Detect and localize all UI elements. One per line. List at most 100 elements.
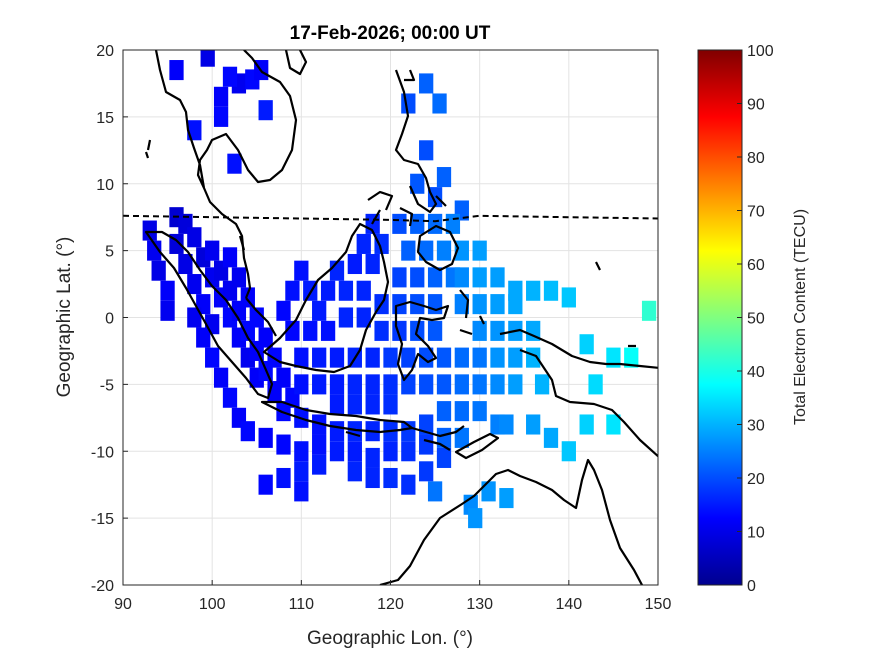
tec-cell: [383, 441, 398, 462]
tec-cell: [187, 307, 202, 328]
colorbar-tick-label: 80: [747, 150, 765, 167]
tec-cell: [147, 240, 162, 261]
tec-cell: [160, 300, 175, 321]
tec-cell: [472, 320, 487, 341]
tec-cell: [196, 327, 211, 348]
x-tick-label: 150: [645, 596, 672, 613]
tec-cell: [436, 240, 452, 261]
magnetic-equator-line: [123, 214, 658, 223]
tec-cell: [419, 140, 434, 161]
tec-cell: [365, 347, 380, 368]
tec-cell: [427, 481, 443, 502]
tec-cell: [468, 508, 483, 529]
tec-cell: [213, 367, 229, 388]
tec-cell: [258, 427, 273, 448]
tec-cell: [329, 394, 345, 415]
tec-cell: [419, 73, 434, 94]
tec-cell: [276, 434, 291, 455]
tec-cell: [410, 173, 425, 194]
tec-cell: [258, 474, 273, 495]
tec-cell: [454, 347, 469, 368]
tec-cell: [472, 401, 487, 422]
tec-cell: [526, 320, 541, 341]
tec-cell: [312, 374, 327, 395]
tec-cell: [142, 220, 157, 241]
tec-cell: [240, 421, 255, 442]
tec-cell: [356, 233, 371, 254]
tec-cell: [365, 374, 380, 395]
x-tick-label: 140: [555, 596, 582, 613]
tec-cell: [329, 421, 345, 442]
coastline-philippine-islands: [367, 190, 447, 227]
coastline-new-guinea: [499, 328, 658, 458]
coastline-australia: [379, 458, 643, 585]
tec-cell: [401, 421, 416, 442]
tec-cell: [178, 253, 193, 275]
tec-cell: [312, 347, 327, 368]
tec-cell: [383, 374, 398, 395]
tec-cell: [392, 267, 407, 288]
tec-cell: [436, 401, 452, 422]
y-axis-label: Geographic Lat. (°): [54, 237, 75, 398]
tec-cell: [285, 320, 300, 341]
tec-cell: [401, 93, 416, 114]
tec-cell: [338, 307, 354, 328]
tec-cell: [294, 374, 309, 395]
x-tick-label: 100: [199, 596, 226, 613]
tec-cell: [490, 267, 505, 288]
y-axis: 20 15 10 5 0 -5 -10 -15 -20: [91, 43, 128, 595]
tec-cell: [427, 267, 443, 288]
tec-cell: [312, 414, 327, 435]
tec-cell: [258, 327, 273, 348]
tec-cell: [347, 253, 362, 275]
tec-cell: [329, 374, 345, 395]
tec-cell: [419, 347, 434, 368]
coastline-sumatra: [144, 230, 274, 400]
tec-cell: [508, 374, 523, 395]
tec-cell: [472, 240, 487, 261]
tec-cell: [151, 260, 166, 281]
tec-cell: [454, 294, 469, 315]
colorbar: [697, 49, 743, 586]
colorbar-tick-label: 70: [747, 204, 765, 221]
tec-cell: [329, 347, 345, 368]
tec-cell: [481, 481, 496, 502]
tec-cell: [419, 374, 434, 395]
coastline-sulawesi: [394, 300, 450, 382]
tec-cell: [249, 307, 264, 328]
x-axis: 90 100 110 120 130 140 150: [114, 580, 671, 613]
colorbar-tick-label: 20: [747, 471, 765, 488]
y-tick-label: 15: [96, 110, 114, 127]
coastline-small-islands: [144, 139, 636, 348]
tec-cell: [454, 427, 469, 448]
tec-cell: [534, 374, 550, 395]
y-tick-label: -10: [91, 444, 114, 461]
tec-cell: [222, 66, 238, 87]
y-tick-label: -5: [100, 377, 114, 394]
colorbar-tick-label: 60: [747, 257, 765, 274]
colorbar-label: Total Electron Content (TECU): [792, 209, 809, 425]
tec-cell: [499, 488, 514, 509]
tec-cell: [436, 447, 452, 468]
tec-cell: [508, 347, 523, 368]
coastline-timor: [454, 432, 500, 460]
tec-cell: [401, 347, 416, 368]
tec-cell: [419, 240, 434, 261]
coastline-gulf-tonkin: [284, 50, 308, 76]
tec-cell: [356, 280, 371, 301]
tec-cell: [356, 307, 371, 328]
tec-cell: [312, 300, 327, 321]
tec-cell: [579, 334, 594, 355]
tec-cell: [258, 100, 273, 121]
tec-cell: [490, 374, 505, 395]
tec-cell: [231, 267, 247, 288]
tec-cell: [427, 187, 443, 208]
tec-cell: [436, 347, 452, 368]
tec-cell: [561, 441, 576, 462]
tec-cell: [410, 213, 425, 234]
x-tick-label: 90: [114, 596, 132, 613]
y-tick-label: 10: [96, 177, 114, 194]
tec-cell: [329, 441, 345, 462]
y-tick-label: -15: [91, 511, 114, 528]
